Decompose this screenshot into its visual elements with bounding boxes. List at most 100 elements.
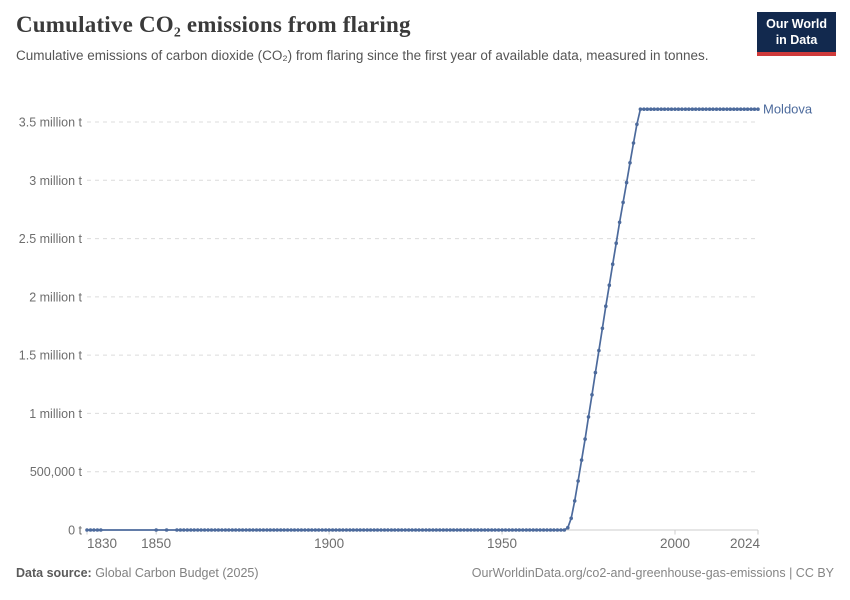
data-point[interactable] <box>406 528 411 532</box>
data-point[interactable] <box>503 528 508 532</box>
data-point[interactable] <box>386 528 390 532</box>
data-point[interactable] <box>538 528 542 532</box>
data-point[interactable] <box>313 528 318 532</box>
data-point[interactable] <box>389 528 394 532</box>
data-point[interactable] <box>604 304 608 309</box>
data-point[interactable] <box>375 528 380 532</box>
data-point[interactable] <box>462 528 466 532</box>
data-point[interactable] <box>244 528 248 532</box>
data-point[interactable] <box>469 528 473 532</box>
data-point[interactable] <box>434 528 439 532</box>
data-point[interactable] <box>451 528 456 532</box>
data-point[interactable] <box>258 528 262 532</box>
data-point[interactable] <box>233 528 238 532</box>
data-point[interactable] <box>372 528 376 532</box>
data-point[interactable] <box>182 528 186 532</box>
data-point[interactable] <box>341 528 345 532</box>
data-point[interactable] <box>330 528 335 532</box>
data-point[interactable] <box>680 107 684 111</box>
data-point[interactable] <box>278 528 283 532</box>
data-point[interactable] <box>562 528 567 532</box>
data-point[interactable] <box>673 107 677 111</box>
data-point[interactable] <box>344 528 349 532</box>
data-point[interactable] <box>662 107 667 111</box>
data-point[interactable] <box>666 107 670 111</box>
data-point[interactable] <box>579 458 584 462</box>
owid-logo[interactable]: Our World in Data <box>757 12 836 57</box>
data-point[interactable] <box>566 525 570 530</box>
data-point[interactable] <box>213 528 217 532</box>
data-point[interactable] <box>209 528 214 532</box>
data-point[interactable] <box>361 528 366 532</box>
data-point[interactable] <box>569 516 573 521</box>
data-point[interactable] <box>164 528 169 532</box>
data-point[interactable] <box>559 528 563 532</box>
data-point[interactable] <box>358 528 363 532</box>
data-point[interactable] <box>379 528 383 532</box>
data-point[interactable] <box>697 107 701 111</box>
data-point[interactable] <box>455 528 459 532</box>
data-point[interactable] <box>92 528 96 532</box>
data-point[interactable] <box>175 528 179 532</box>
data-point[interactable] <box>220 528 224 532</box>
data-point[interactable] <box>458 528 463 532</box>
data-point[interactable] <box>659 107 663 111</box>
data-point[interactable] <box>223 528 228 532</box>
data-point[interactable] <box>337 528 342 532</box>
data-point[interactable] <box>476 528 480 532</box>
data-point[interactable] <box>693 107 698 111</box>
data-point[interactable] <box>275 528 280 532</box>
data-point[interactable] <box>327 528 331 532</box>
data-points[interactable] <box>85 107 760 532</box>
data-point[interactable] <box>351 528 356 532</box>
data-point[interactable] <box>465 528 470 532</box>
data-point[interactable] <box>230 528 235 532</box>
data-point[interactable] <box>323 528 328 532</box>
data-point[interactable] <box>676 107 681 111</box>
data-point[interactable] <box>728 107 733 111</box>
data-point[interactable] <box>514 528 518 532</box>
data-point[interactable] <box>202 528 207 532</box>
data-point[interactable] <box>756 107 760 111</box>
data-point[interactable] <box>265 528 269 532</box>
data-point[interactable] <box>545 528 549 532</box>
data-point[interactable] <box>496 528 501 532</box>
data-point[interactable] <box>507 528 511 532</box>
data-point[interactable] <box>334 528 338 532</box>
data-point[interactable] <box>721 107 726 111</box>
data-point[interactable] <box>631 141 636 145</box>
data-point[interactable] <box>251 528 255 532</box>
line-chart[interactable]: 0 t 500,000 t 1 million t 1.5 million t 2 mi… <box>0 90 850 570</box>
data-point[interactable] <box>206 528 210 532</box>
data-point[interactable] <box>527 528 532 532</box>
data-point[interactable] <box>355 528 359 532</box>
data-point[interactable] <box>448 528 453 532</box>
data-point[interactable] <box>510 528 515 532</box>
data-point[interactable] <box>607 283 612 288</box>
moldova-line[interactable] <box>87 108 758 531</box>
data-point[interactable] <box>610 262 615 267</box>
data-point[interactable] <box>85 528 89 532</box>
data-point[interactable] <box>438 528 442 532</box>
data-point[interactable] <box>742 107 746 111</box>
footer-url[interactable]: OurWorldinData.org/co2-and-greenhouse-ga… <box>471 566 786 580</box>
data-point[interactable] <box>272 528 276 532</box>
data-point[interactable] <box>704 107 708 111</box>
data-point[interactable] <box>489 528 494 532</box>
data-point[interactable] <box>635 122 639 127</box>
data-point[interactable] <box>296 528 300 532</box>
data-point[interactable] <box>178 528 183 532</box>
data-point[interactable] <box>652 107 656 111</box>
data-point[interactable] <box>199 528 203 532</box>
data-point[interactable] <box>348 528 352 532</box>
data-point[interactable] <box>552 528 556 532</box>
data-point[interactable] <box>517 528 522 532</box>
data-point[interactable] <box>628 161 632 165</box>
data-point[interactable] <box>534 528 539 532</box>
data-point[interactable] <box>95 528 100 532</box>
data-point[interactable] <box>576 479 580 483</box>
data-point[interactable] <box>285 528 290 532</box>
data-point[interactable] <box>735 107 739 111</box>
data-point[interactable] <box>600 326 605 331</box>
data-point[interactable] <box>500 528 504 532</box>
